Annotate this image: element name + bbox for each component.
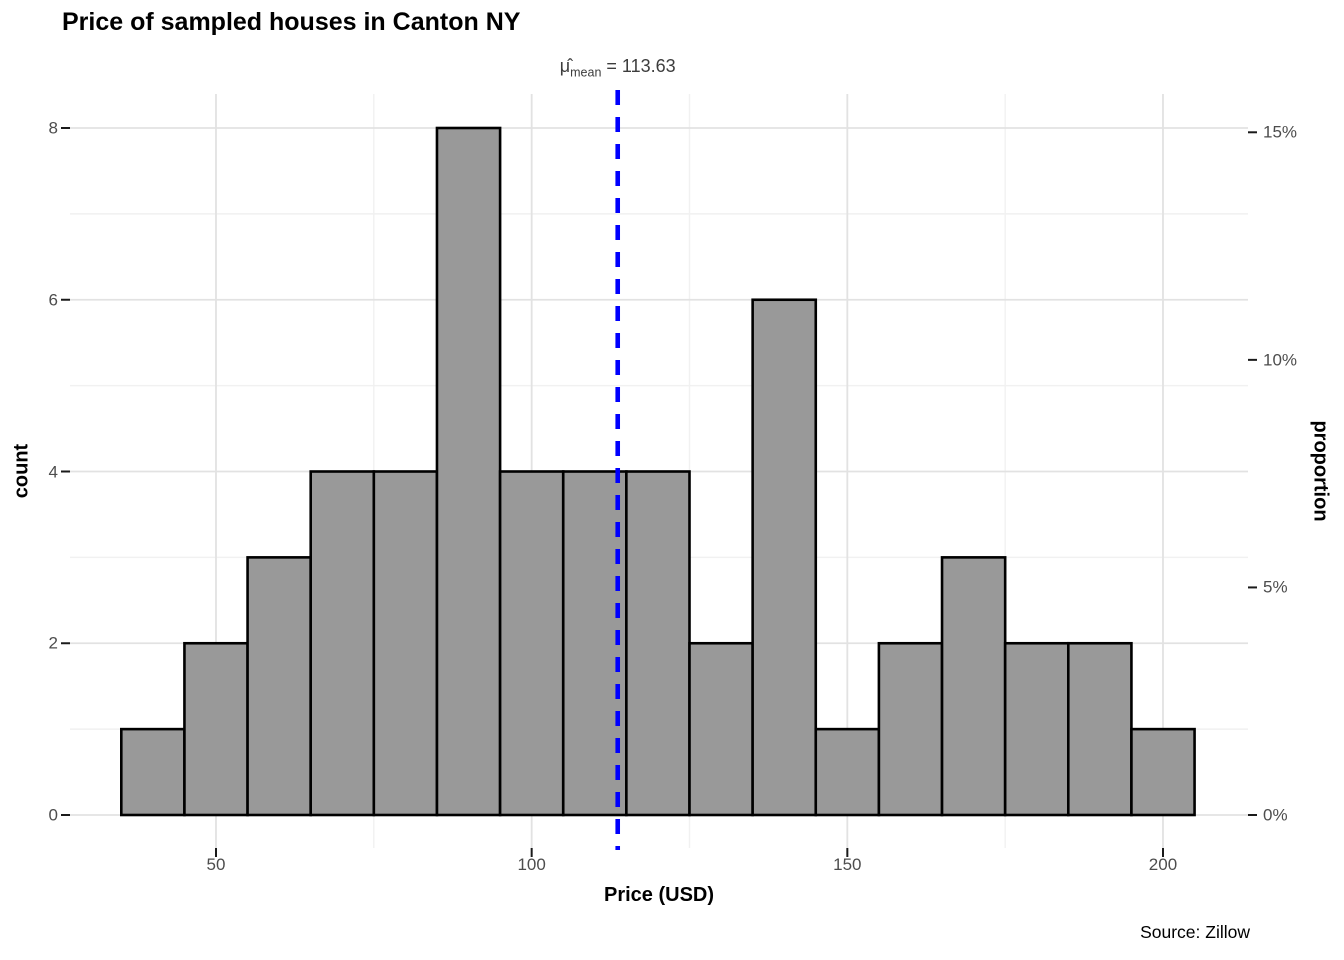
histogram-bar (435, 126, 502, 817)
histogram-bar (814, 727, 881, 817)
histogram-bar (183, 641, 249, 817)
y-right-tick-label: 0% (1263, 805, 1288, 825)
source-caption: Source: Zillow (1140, 922, 1250, 942)
mean-annotation: μ̂mean = 113.63 (560, 56, 676, 80)
histogram-bar (940, 556, 1007, 817)
y-right-tick-label: 15% (1263, 122, 1298, 142)
y-left-tick-label: 0 (48, 805, 58, 825)
x-axis-title: Price (USD) (603, 884, 715, 906)
histogram-bar (625, 470, 691, 817)
y-left-tick-label: 2 (48, 633, 58, 653)
page-title: Price of sampled houses in Canton NY (62, 8, 521, 36)
histogram-bar (1066, 641, 1133, 817)
y-left-tick-label: 6 (48, 290, 58, 310)
mean-subscript: mean (570, 65, 602, 80)
histogram-bar (372, 470, 439, 817)
mean-value: = 113.63 (601, 56, 676, 76)
y-axis-title-proportion: proportion (1309, 420, 1332, 522)
y-left-tick-label: 4 (48, 462, 58, 481)
histogram-bar (309, 470, 376, 817)
histogram-bar (120, 727, 186, 817)
histogram-bar (751, 298, 818, 817)
y-left-tick-label: 8 (48, 118, 58, 138)
x-tick-label: 50 (206, 855, 226, 874)
y-right-tick-label: 5% (1263, 577, 1288, 597)
axis-tick-marks (61, 127, 1257, 857)
histogram-bar (561, 470, 628, 817)
histogram-bar (1130, 727, 1196, 817)
histogram-bar (498, 470, 565, 817)
x-tick-label: 100 (517, 855, 546, 874)
y-right-tick-label: 10% (1263, 350, 1298, 370)
histogram-bar (246, 556, 312, 817)
histogram-bar (877, 641, 944, 817)
histogram-bar (1003, 641, 1070, 817)
histogram-bar (688, 641, 754, 817)
x-tick-label: 150 (833, 855, 862, 874)
mu-hat-symbol: μ̂ (559, 56, 571, 76)
x-tick-label: 200 (1148, 855, 1178, 874)
histogram-bars (120, 126, 1196, 817)
